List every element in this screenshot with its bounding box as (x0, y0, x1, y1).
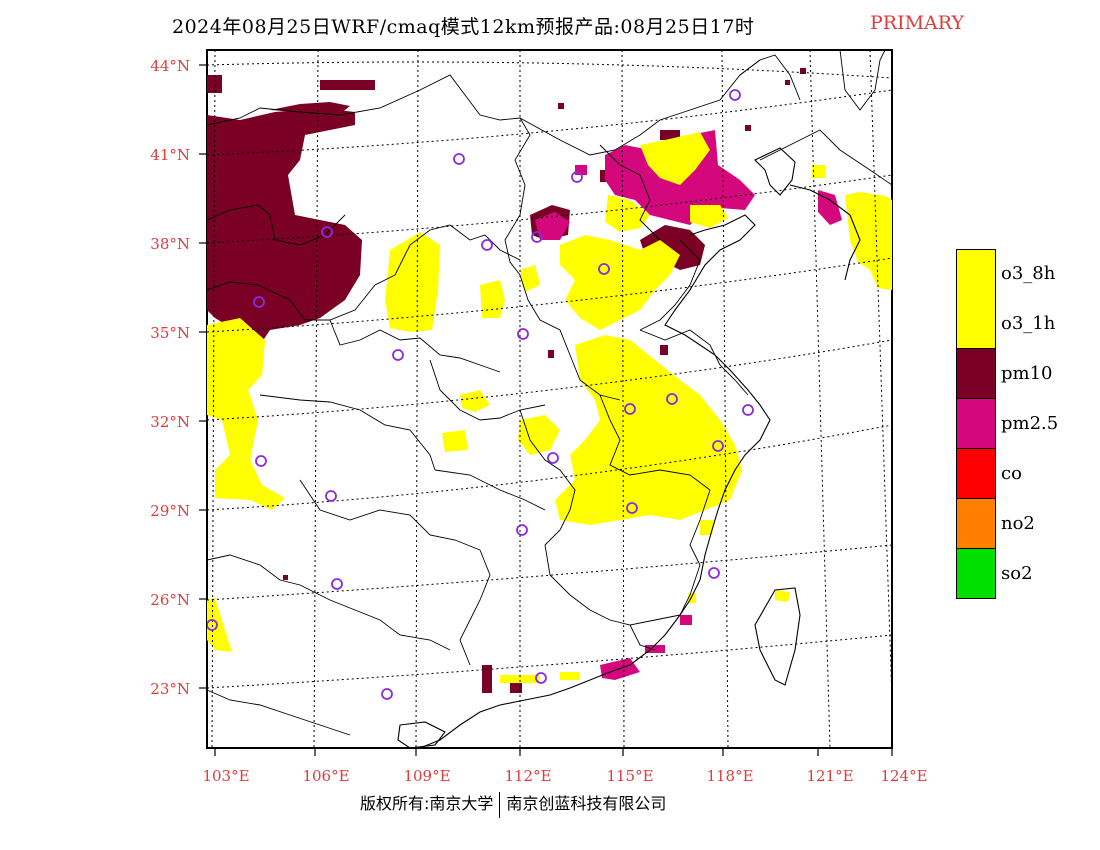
coastline (397, 147, 861, 748)
legend-item: o3_1h (956, 299, 1096, 349)
legend-swatch (956, 499, 996, 549)
lat-label: 35°N (150, 324, 190, 342)
station-circle (624, 403, 636, 415)
station-circle (325, 490, 337, 502)
station-circle (626, 502, 638, 514)
lat-label: 23°N (150, 680, 190, 698)
legend-label: co (1001, 463, 1022, 484)
station-circle (331, 578, 343, 590)
station-circle (571, 171, 583, 183)
station-circle (516, 524, 528, 536)
copyright-separator (499, 791, 501, 818)
station-circle (381, 688, 393, 700)
lon-label: 109°E (403, 767, 450, 785)
lon-label: 106°E (302, 767, 349, 785)
legend: o3_8h o3_1h pm10 pm2.5 co no2 so2 (956, 249, 1096, 599)
station-circle (453, 153, 465, 165)
legend-swatch (956, 249, 996, 300)
legend-label: o3_8h (1001, 263, 1056, 284)
legend-swatch (956, 449, 996, 499)
legend-item: pm2.5 (956, 399, 1096, 449)
legend-item: o3_8h (956, 249, 1096, 300)
station-circle (598, 263, 610, 275)
legend-swatch (956, 549, 996, 599)
legend-swatch (956, 299, 996, 349)
copyright-right: 南京创蓝科技有限公司 (506, 794, 667, 813)
lon-label: 124°E (880, 767, 927, 785)
station-circle (666, 393, 678, 405)
axis-ticks (199, 64, 893, 756)
legend-item: co (956, 449, 1096, 499)
station-circle (708, 567, 720, 579)
graticule (207, 50, 892, 748)
station-circle (729, 89, 741, 101)
map-title: 2024年08月25日WRF/cmaq模式12km预报产品:08月25日17时 (172, 16, 755, 38)
station-circle (531, 231, 543, 243)
lon-label: 112°E (504, 767, 551, 785)
lon-label: 103°E (202, 767, 249, 785)
legend-item: pm10 (956, 349, 1096, 399)
copyright: 版权所有:南京大学 南京创蓝科技有限公司 (360, 790, 666, 818)
legend-label: pm2.5 (1001, 413, 1059, 434)
legend-label: so2 (1001, 563, 1033, 584)
station-circle (712, 440, 724, 452)
legend-label: o3_1h (1001, 313, 1056, 334)
lat-label: 38°N (150, 235, 190, 253)
longitude-labels: 103°E 106°E 109°E 112°E 115°E 118°E 121°… (202, 767, 927, 785)
lat-label: 41°N (150, 146, 190, 164)
station-circle (517, 328, 529, 340)
station-circle (742, 404, 754, 416)
lat-label: 44°N (150, 57, 190, 75)
station-circle (547, 452, 559, 464)
lat-label: 26°N (150, 591, 190, 609)
lat-label: 32°N (150, 413, 190, 431)
legend-swatch (956, 349, 996, 399)
lon-label: 118°E (706, 767, 753, 785)
station-circle (392, 349, 404, 361)
legend-item: no2 (956, 499, 1096, 549)
station-circle (207, 619, 218, 631)
o3-regions (207, 132, 892, 683)
latitude-labels: 44°N 41°N 38°N 35°N 32°N 29°N 26°N 23°N (150, 57, 190, 698)
lon-label: 115°E (606, 767, 653, 785)
legend-label: pm10 (1001, 363, 1053, 384)
copyright-left: 版权所有:南京大学 (360, 794, 494, 813)
station-markers (207, 89, 754, 700)
lon-label: 121°E (806, 767, 853, 785)
station-circle (321, 226, 333, 238)
map-frame (206, 49, 893, 749)
title-row: 2024年08月25日WRF/cmaq模式12km预报产品:08月25日17时 … (0, 12, 1100, 42)
station-circle (253, 296, 265, 308)
station-circle (255, 455, 267, 467)
station-circle (481, 239, 493, 251)
legend-label: no2 (1001, 513, 1035, 534)
province-boundaries (207, 50, 892, 736)
primary-tag: PRIMARY (870, 12, 965, 34)
lat-label: 29°N (150, 502, 190, 520)
legend-swatch (956, 399, 996, 449)
station-circle (535, 672, 547, 684)
legend-item: so2 (956, 549, 1096, 599)
